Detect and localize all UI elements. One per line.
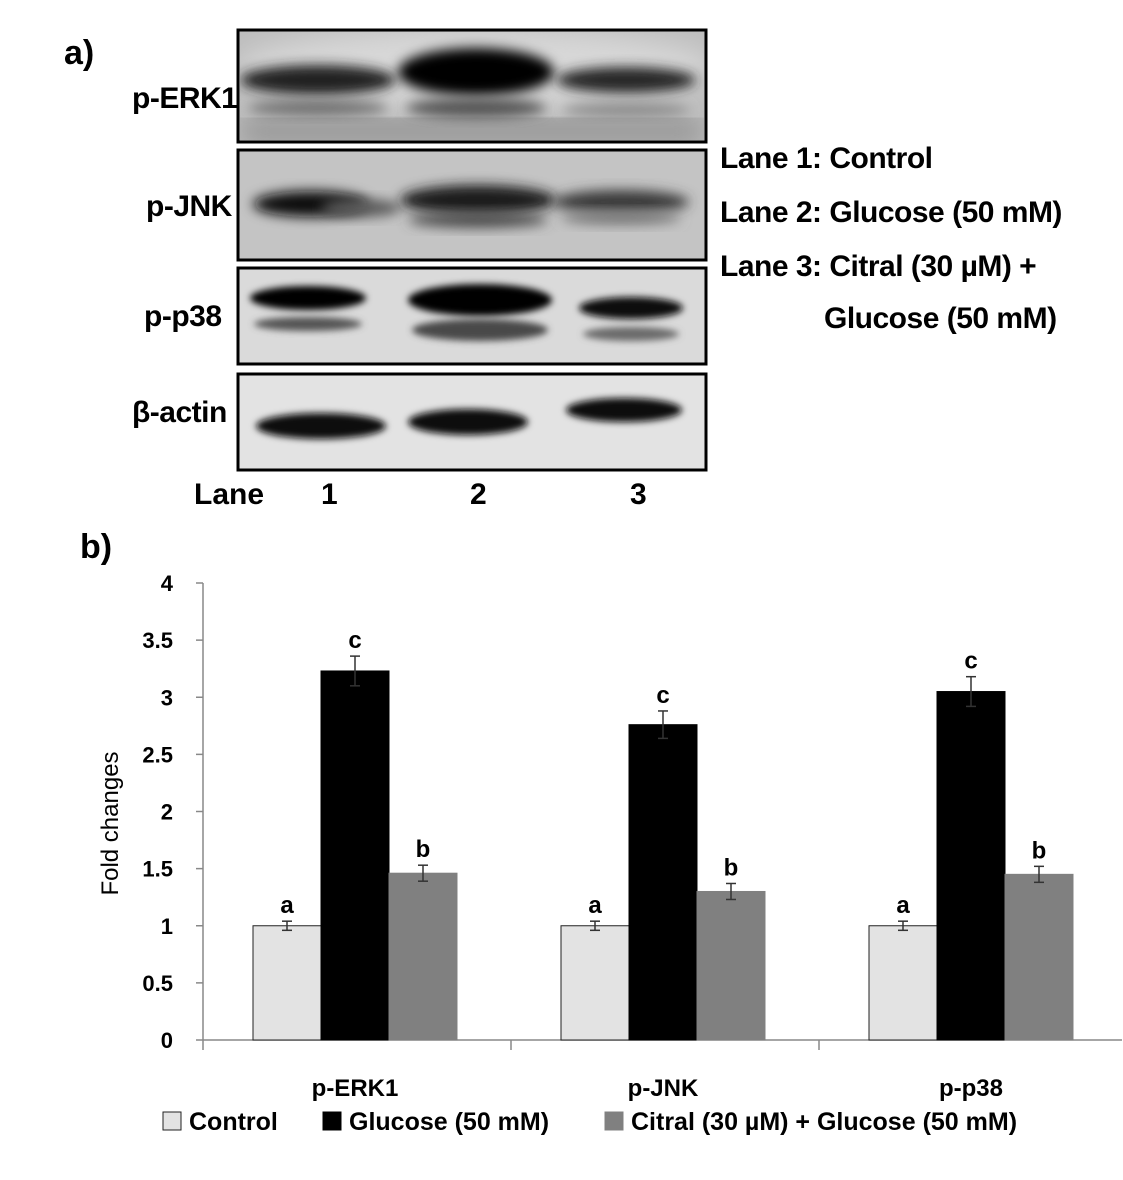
- x-tick-label: p-JNK: [628, 1075, 699, 1102]
- significance-label: c: [656, 682, 669, 709]
- lane-axis-label: Lane: [194, 478, 265, 511]
- bar: [696, 890, 766, 1041]
- lane-legend-line-3: Lane 3: Citral (30 µM) +: [720, 250, 1037, 283]
- significance-label: b: [1032, 837, 1047, 864]
- significance-label: a: [588, 892, 602, 919]
- blot-label-p-p38: p-p38: [144, 300, 222, 333]
- significance-label: a: [280, 892, 294, 919]
- lane-number-3: 3: [630, 478, 647, 511]
- lane-legend-line-1: Lane 1: Control: [720, 142, 933, 175]
- y-tick-label: 1.5: [142, 857, 173, 882]
- y-axis-title: Fold changes: [97, 751, 124, 895]
- legend-label: Glucose (50 mM): [349, 1108, 549, 1136]
- bar: [252, 925, 322, 1041]
- y-tick-label: 2.5: [142, 742, 173, 767]
- bar: [388, 872, 458, 1041]
- lane-number-1: 1: [321, 478, 338, 511]
- blot-label-p-jnk: p-JNK: [146, 190, 232, 223]
- bar: [868, 925, 938, 1041]
- y-tick-label: 1: [161, 914, 173, 939]
- western-blot-image: [236, 28, 708, 472]
- significance-label: a: [896, 892, 910, 919]
- blot-label-p-erk1: p-ERK1: [132, 82, 238, 115]
- x-tick-label: p-p38: [939, 1075, 1003, 1102]
- blot-strip-p-p38: [236, 266, 708, 366]
- blot-strip-p-jnk: [236, 148, 708, 262]
- legend-label: Control: [189, 1108, 278, 1136]
- bar: [628, 724, 698, 1041]
- bar: [1004, 873, 1074, 1041]
- panel-b-label: b): [80, 528, 113, 566]
- lane-number-2: 2: [470, 478, 487, 511]
- blot-strip-beta-actin: [236, 372, 708, 472]
- y-tick-label: 0.5: [142, 971, 173, 996]
- panel-a-label: a): [64, 34, 95, 72]
- significance-label: c: [964, 648, 977, 675]
- bar: [320, 670, 390, 1041]
- lane-legend-line-2: Lane 2: Glucose (50 mM): [720, 196, 1062, 229]
- y-tick-label: 3.5: [142, 628, 173, 653]
- legend-swatch: [604, 1111, 624, 1131]
- y-tick-label: 0: [161, 1028, 173, 1053]
- y-tick-label: 4: [161, 571, 174, 596]
- significance-label: b: [724, 854, 739, 881]
- legend-label: Citral (30 µM) + Glucose (50 mM): [631, 1108, 1017, 1136]
- lane-legend-line-4: Glucose (50 mM): [824, 302, 1057, 335]
- significance-label: b: [416, 836, 431, 863]
- bar: [936, 691, 1006, 1041]
- y-tick-label: 2: [161, 800, 173, 825]
- blot-strip-p-erk1: [236, 28, 708, 144]
- bar-chart: 0 0.5 1 1.5 2 2.5 3 3.5 4 Fold changes a c b p-ERK1 a c…: [97, 571, 1122, 1136]
- significance-label: c: [348, 627, 361, 654]
- legend-swatch: [162, 1111, 182, 1131]
- legend-swatch: [322, 1111, 342, 1131]
- x-tick-label: p-ERK1: [312, 1075, 399, 1102]
- blot-label-beta-actin: β-actin: [132, 396, 227, 429]
- y-tick-label: 3: [161, 685, 173, 710]
- bar: [560, 925, 630, 1041]
